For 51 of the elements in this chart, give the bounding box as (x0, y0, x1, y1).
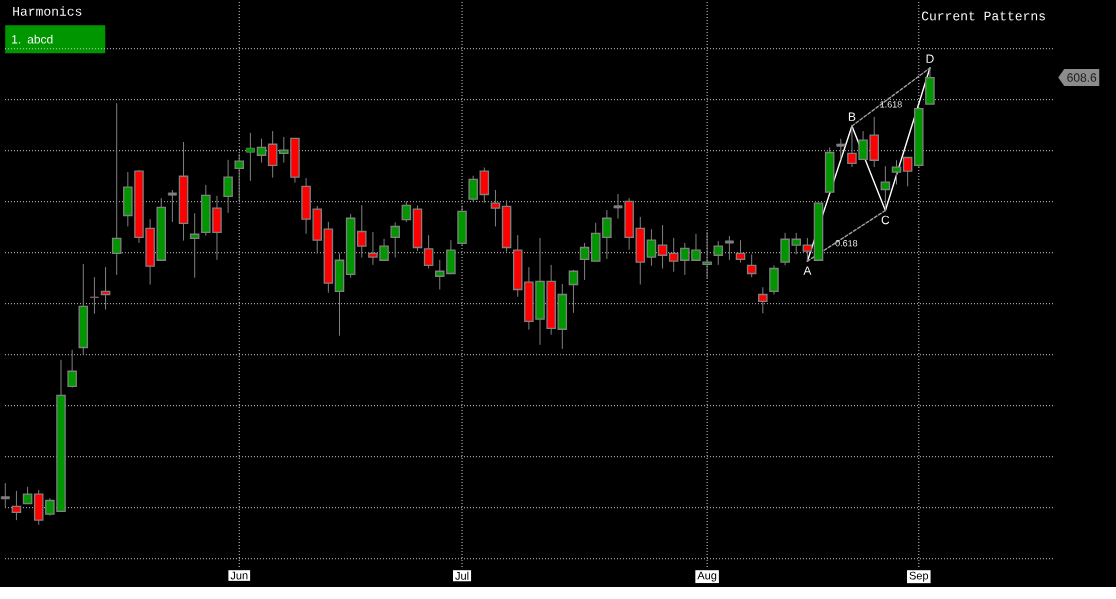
annotation: B (848, 112, 856, 121)
candlestick (490, 189, 501, 227)
candlestick (423, 234, 434, 269)
candlestick (602, 209, 612, 260)
candlestick (267, 130, 278, 179)
text: 608.6 (1067, 73, 1097, 82)
candlestick (836, 138, 846, 161)
candlestick (880, 165, 891, 211)
candlestick (468, 175, 478, 203)
candlestick (713, 240, 724, 266)
candlestick (657, 224, 668, 269)
candlestick (0, 482, 10, 509)
candlestick (579, 242, 590, 281)
annotation: A (803, 266, 812, 275)
x-tick-label: Jun (230, 571, 248, 580)
candlestick (111, 102, 122, 276)
candlestick (646, 228, 657, 267)
candlestick (568, 269, 579, 314)
candlestick (189, 212, 200, 279)
candlestick (67, 349, 77, 389)
annotation: C (881, 215, 890, 225)
candlestick (758, 286, 768, 314)
text: D (926, 54, 934, 63)
candlestick (702, 231, 712, 279)
candlestick (769, 264, 779, 296)
text: 1. abcd (12, 34, 53, 44)
text: Current Patterns (921, 11, 1045, 21)
x-tick-label: Aug (697, 571, 717, 582)
candlestick (902, 156, 913, 187)
candlestick (11, 490, 22, 521)
candlestick (256, 138, 267, 164)
candlestick (724, 235, 734, 261)
candlestick (479, 167, 490, 204)
candlestick (223, 159, 233, 214)
candlestick (401, 200, 412, 223)
candlestick (167, 189, 177, 223)
candlestick (90, 276, 99, 315)
series-label: 0.618 (835, 240, 858, 247)
chart-title: Harmonics (13, 6, 82, 16)
candlestick (245, 132, 255, 182)
candlestick (802, 237, 813, 262)
candlestick (234, 153, 245, 202)
candlestick (668, 237, 679, 273)
x-tick-label: Sep (909, 571, 929, 582)
candlestick (735, 239, 746, 264)
candlestick (891, 159, 902, 185)
candlestick (390, 221, 400, 259)
series-label: 1.618 (880, 101, 902, 108)
candlestick (357, 204, 367, 259)
x-tick-label: Jul (455, 571, 469, 580)
candlestick (746, 253, 757, 278)
